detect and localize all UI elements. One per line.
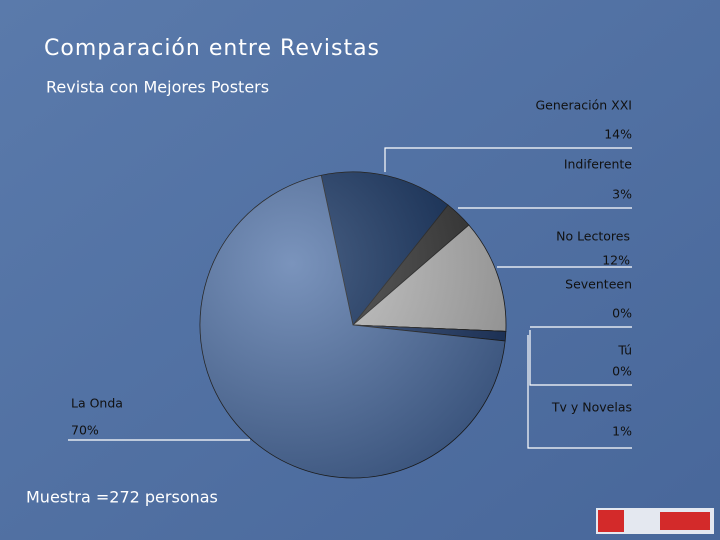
slice-value-label: 0% bbox=[612, 306, 632, 321]
slice-value-label: 70% bbox=[71, 423, 99, 438]
leader-line bbox=[384, 147, 632, 172]
title: Comparación entre Revistas bbox=[44, 36, 380, 61]
logo bbox=[596, 508, 714, 534]
slice-label: Tú bbox=[617, 343, 632, 358]
slice-value-label: 1% bbox=[612, 424, 632, 439]
slice-value-label: 3% bbox=[612, 187, 632, 202]
slice-label: Seventeen bbox=[565, 277, 632, 292]
slice-label: No Lectores bbox=[556, 229, 630, 244]
slice-label: Generación XXI bbox=[536, 98, 633, 113]
slice-value-label: 0% bbox=[612, 364, 632, 379]
leader-line bbox=[527, 335, 632, 449]
slice-label: Indiferente bbox=[564, 157, 632, 172]
subtitle: Revista con Mejores Posters bbox=[46, 78, 269, 97]
slice-value-label: 12% bbox=[602, 253, 630, 268]
slice-label: La Onda bbox=[71, 396, 123, 411]
note: Muestra =272 personas bbox=[26, 488, 218, 507]
slice-label: Tv y Novelas bbox=[551, 400, 632, 415]
leader-line bbox=[529, 330, 632, 386]
slice-value-label: 14% bbox=[604, 127, 632, 142]
